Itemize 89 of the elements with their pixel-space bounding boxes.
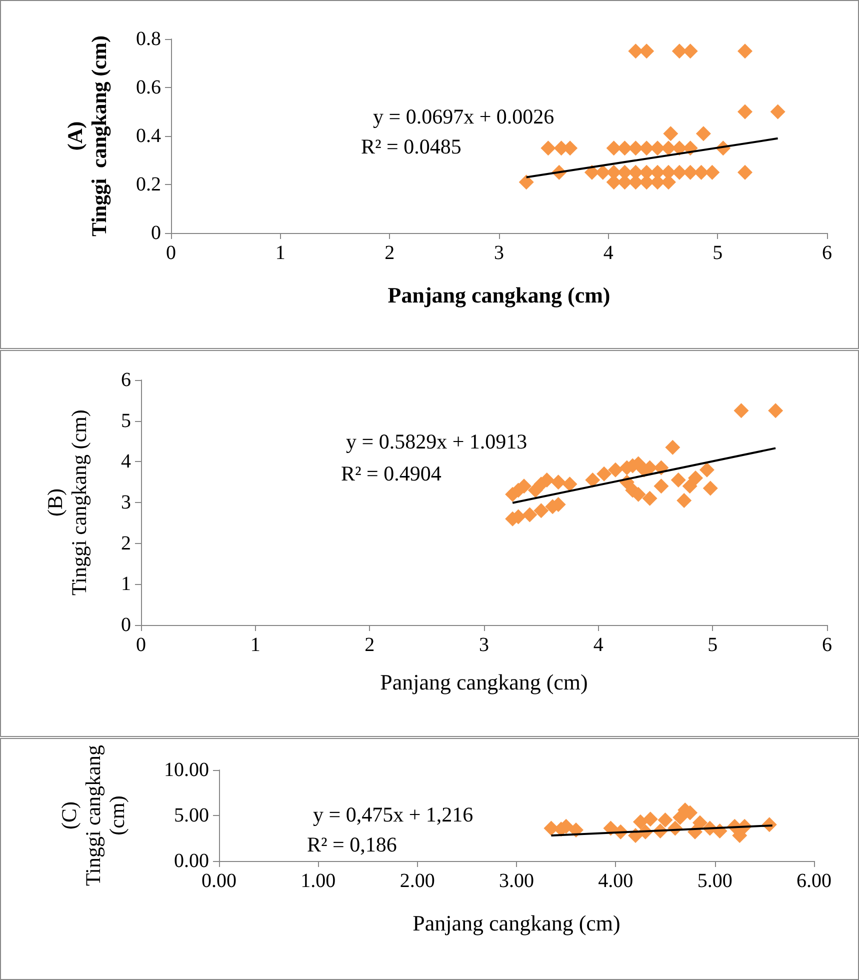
point xyxy=(688,470,704,486)
point xyxy=(658,812,673,828)
point xyxy=(738,164,752,180)
point xyxy=(768,403,784,418)
x-axis-title: Panjang cangkang (cm) xyxy=(412,910,620,936)
point xyxy=(738,44,752,59)
y-tick-label: 6 xyxy=(121,369,131,391)
x-tick-label: 6 xyxy=(822,634,832,656)
y-tick-label: 0.8 xyxy=(136,28,161,50)
x-axis-title: Panjang cangkang (cm) xyxy=(388,282,610,308)
point xyxy=(696,126,711,142)
x-tick-label: 4 xyxy=(593,634,604,656)
point xyxy=(642,490,658,506)
y-tick-label: 5 xyxy=(121,410,131,432)
x-tick-label: 6.00 xyxy=(796,870,832,892)
y-tick-label: 1 xyxy=(121,573,131,596)
annotation: R² = 0.4904 xyxy=(340,462,442,486)
point xyxy=(596,466,612,482)
x-tick-label: 3 xyxy=(494,242,504,264)
point xyxy=(608,462,623,478)
y-tick-label: 4 xyxy=(121,450,131,473)
y-axis-title: (C) Tinggi cangkang (cm) xyxy=(57,744,129,886)
y-tick-label: 10.00 xyxy=(164,759,209,781)
y-tick-label: 0.2 xyxy=(136,174,161,196)
x-tick-label: 3.00 xyxy=(499,870,534,892)
y-axis-title: (A) Tinggi cangkang (cm) xyxy=(63,36,111,236)
x-tick-label: 1.00 xyxy=(300,870,336,892)
point xyxy=(540,140,556,156)
y-tick-label: 3 xyxy=(121,492,131,514)
point xyxy=(562,476,578,492)
y-tick-label: 2 xyxy=(121,532,131,554)
point xyxy=(663,126,678,142)
y-tick-label: 0 xyxy=(121,614,131,636)
point xyxy=(734,403,749,418)
y-tick-label: 0.4 xyxy=(136,125,161,147)
point xyxy=(670,472,686,488)
annotation: R² = 0,186 xyxy=(306,832,397,856)
point xyxy=(770,104,786,120)
point xyxy=(632,814,648,830)
x-tick-label: 3 xyxy=(479,634,489,656)
point xyxy=(702,480,718,496)
x-axis-title: Panjang cangkang (cm) xyxy=(380,670,588,694)
point xyxy=(550,474,566,490)
x-tick-label: 5 xyxy=(708,634,718,656)
point xyxy=(639,44,654,59)
point xyxy=(518,174,534,190)
point xyxy=(522,507,538,522)
y-tick-label: 5.00 xyxy=(174,804,209,826)
x-tick-label: 1 xyxy=(275,242,286,264)
point xyxy=(732,828,748,844)
x-tick-label: 2 xyxy=(384,242,395,264)
point xyxy=(628,140,644,156)
point xyxy=(672,44,687,59)
point xyxy=(665,440,680,455)
point xyxy=(672,164,687,180)
point xyxy=(676,492,692,508)
point xyxy=(585,472,600,488)
x-tick-label: 4 xyxy=(603,242,614,264)
annotation: y = 0,475x + 1,216 xyxy=(313,802,474,826)
point xyxy=(682,478,698,494)
x-tick-label: 2.00 xyxy=(400,870,435,892)
x-tick-label: 2 xyxy=(364,634,375,656)
x-tick-label: 6 xyxy=(822,242,832,264)
x-tick-label: 0.00 xyxy=(202,870,236,892)
x-tick-label: 5 xyxy=(712,242,723,264)
point xyxy=(534,503,549,518)
point xyxy=(692,815,708,830)
annotation: y = 0.5829x + 1.0913 xyxy=(346,430,528,454)
point xyxy=(699,462,714,478)
x-tick-label: 4.00 xyxy=(598,870,634,892)
point xyxy=(628,44,644,59)
x-tick-label: 1 xyxy=(250,634,260,656)
point xyxy=(704,164,720,180)
point xyxy=(595,164,610,180)
point xyxy=(617,140,632,156)
point xyxy=(694,164,709,180)
point xyxy=(642,812,658,827)
y-tick-label: 0.6 xyxy=(136,76,161,98)
annotation: y = 0.0697x + 0.0026 xyxy=(373,104,554,128)
annotation: R² = 0.0485 xyxy=(360,134,462,158)
x-tick-label: 5.00 xyxy=(697,870,732,892)
point xyxy=(682,44,698,59)
point xyxy=(654,478,669,494)
y-tick-label: 0 xyxy=(151,222,161,244)
point xyxy=(606,140,622,156)
y-axis-title: (B) Tinggi cangkang (cm) xyxy=(43,410,91,596)
point xyxy=(682,164,698,180)
point xyxy=(738,104,752,120)
y-tick-label: 0.00 xyxy=(174,850,209,872)
